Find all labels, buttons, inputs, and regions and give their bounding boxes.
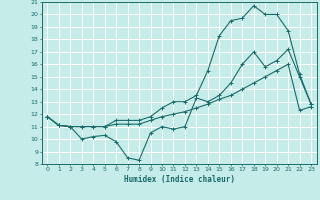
X-axis label: Humidex (Indice chaleur): Humidex (Indice chaleur) bbox=[124, 175, 235, 184]
